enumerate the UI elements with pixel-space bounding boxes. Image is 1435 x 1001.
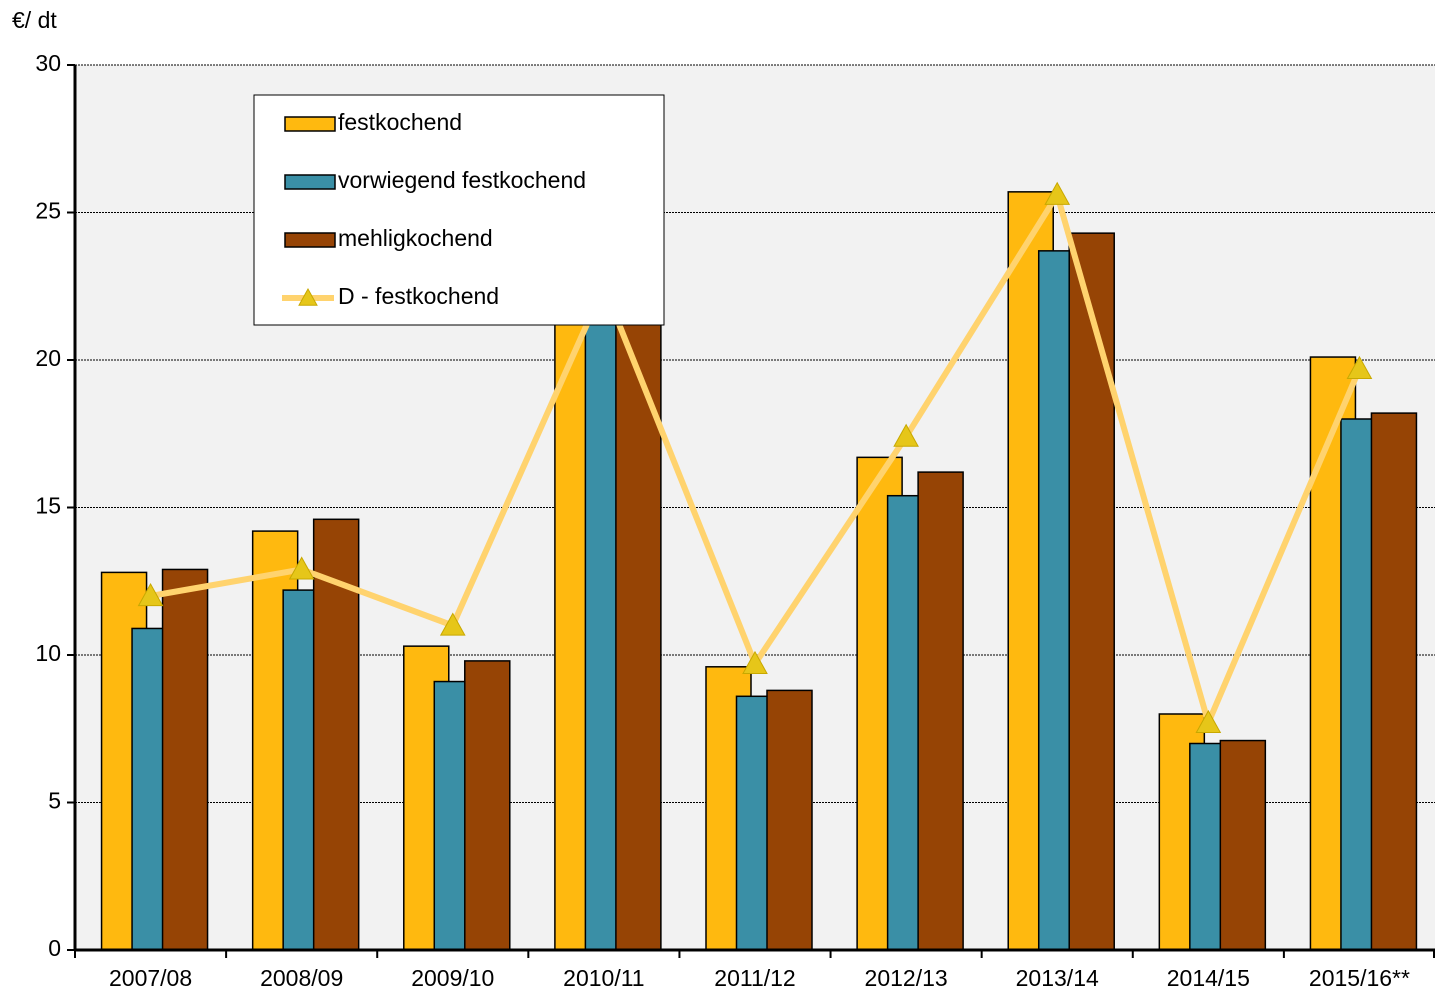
legend-label: vorwiegend festkochend [338, 167, 586, 193]
x-tick-label: 2015/16** [1309, 965, 1410, 991]
line-marker [1044, 181, 1071, 205]
y-tick-label: 5 [48, 788, 61, 814]
bar [1370, 412, 1418, 951]
legend-marker [298, 287, 318, 306]
x-tick-label: 2011/12 [714, 965, 795, 991]
bar [1219, 739, 1267, 951]
bar [766, 689, 813, 951]
y-tick-label: 10 [35, 640, 61, 666]
x-tick-label: 2007/08 [109, 965, 192, 991]
line-marker [137, 582, 164, 607]
y-axis-label: €/ dt [12, 7, 57, 33]
line-marker [288, 556, 315, 580]
legend-swatch [284, 174, 336, 190]
x-tick-label: 2012/13 [865, 965, 948, 991]
line-marker [1346, 355, 1373, 379]
bar [1068, 232, 1115, 951]
legend-label: festkochend [338, 109, 462, 135]
x-tick-label: 2008/09 [260, 965, 343, 991]
legend-swatch [284, 232, 336, 248]
x-tick-label: 2009/10 [411, 965, 494, 991]
legend [253, 94, 665, 326]
y-tick-label: 30 [35, 50, 61, 76]
line-marker [439, 612, 466, 636]
line-marker [893, 423, 919, 447]
x-tick-label: 2014/15 [1167, 965, 1250, 991]
legend-label: D - festkochend [338, 283, 499, 309]
bar [615, 306, 662, 951]
y-tick-label: 20 [35, 345, 61, 371]
y-tick-label: 0 [48, 935, 61, 961]
x-tick-label: 2013/14 [1016, 965, 1099, 991]
x-tick-label: 2010/11 [563, 965, 644, 991]
bar [917, 471, 964, 951]
y-tick-label: 25 [35, 198, 61, 224]
bar [464, 660, 511, 951]
line-marker [742, 650, 768, 674]
legend-swatch [284, 116, 336, 132]
y-tick-label: 15 [35, 493, 61, 519]
line-marker [1195, 709, 1222, 733]
bar [161, 568, 209, 951]
bar [312, 518, 360, 951]
legend-label: mehligkochend [338, 225, 493, 251]
